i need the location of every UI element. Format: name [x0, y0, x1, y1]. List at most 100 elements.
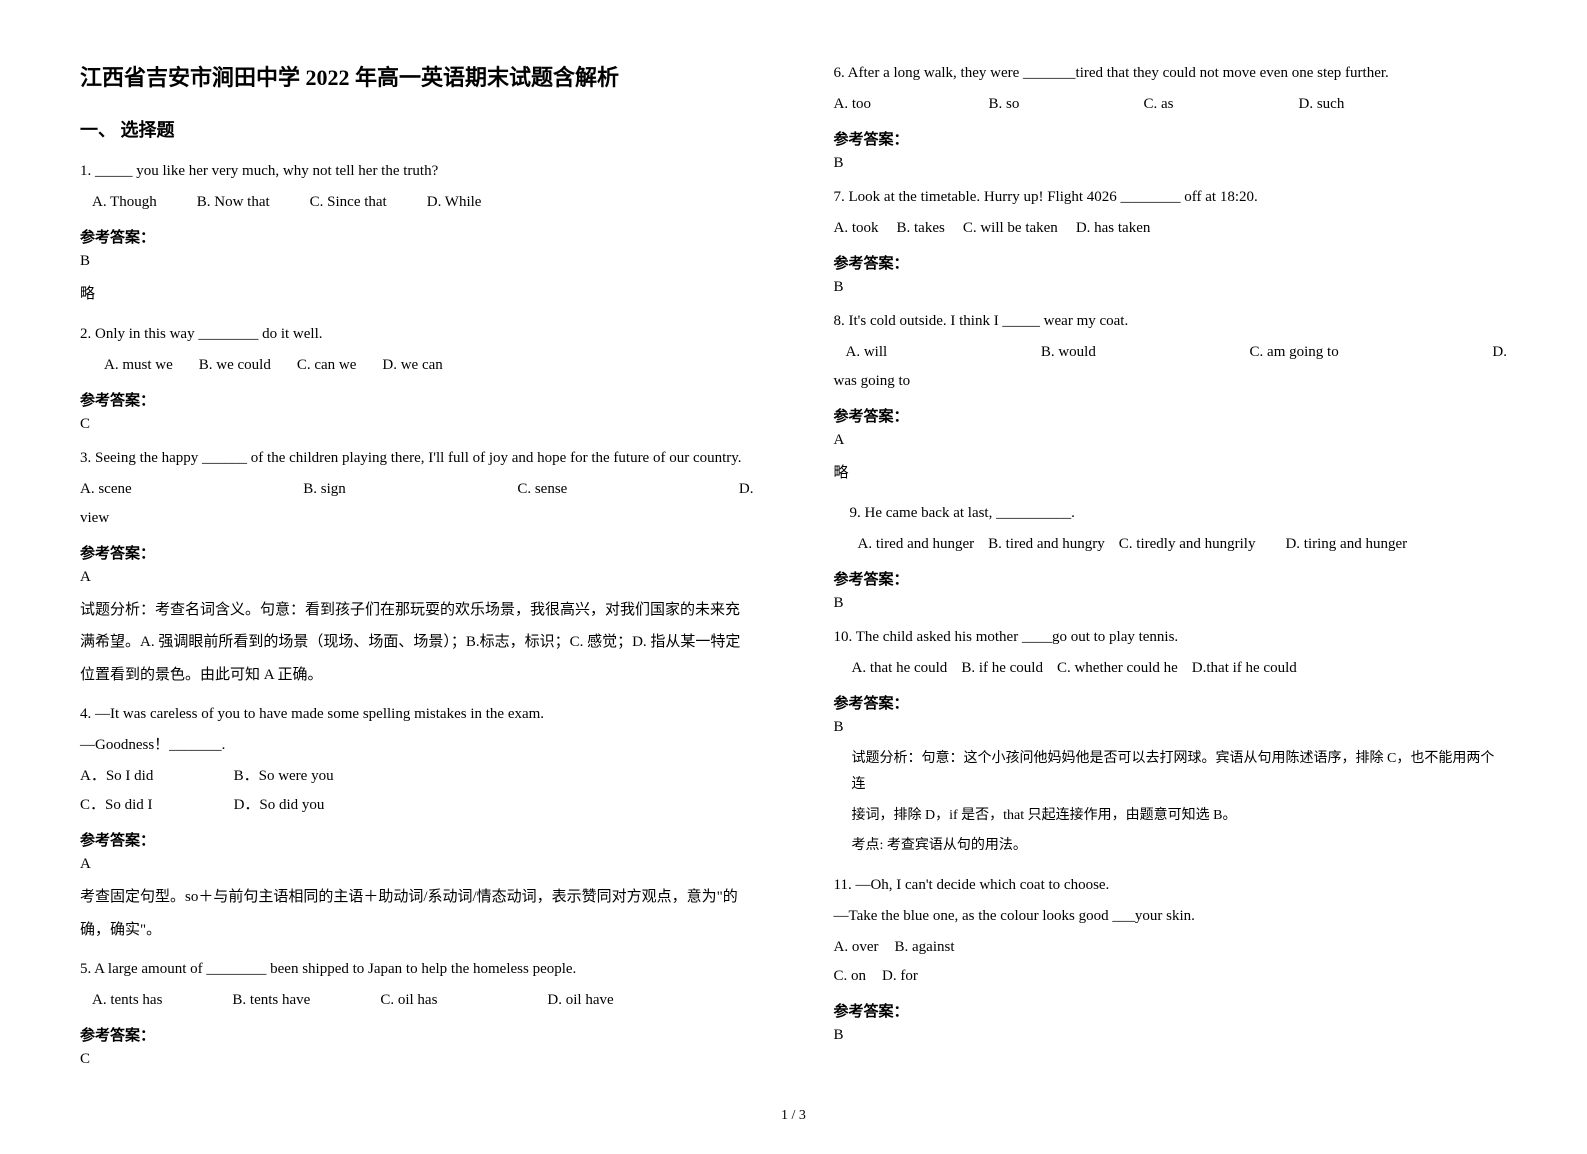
- q11-opt-c: C. on: [834, 963, 867, 990]
- q4-options-1: A．So I did B．So were you: [80, 763, 400, 790]
- q5-stem: 5. A large amount of ________ been shipp…: [80, 956, 754, 983]
- q7-options: A. took B. takes C. will be taken D. has…: [834, 215, 1508, 242]
- q8-opt-c: C. am going to: [1250, 339, 1339, 366]
- q4-opt-d: D．So did you: [234, 792, 388, 819]
- q10-options: A. that he could B. if he could C. wheth…: [852, 655, 1508, 682]
- q6-options: A. too B. so C. as D. such: [834, 91, 1454, 118]
- q11-options-2: C. on D. for: [834, 963, 1508, 990]
- q3-opt-c: C. sense: [517, 476, 567, 503]
- right-column: 6. After a long walk, they were _______t…: [794, 60, 1508, 1078]
- q6-answer: B: [834, 155, 1508, 172]
- q9-opt-b: B. tired and hungry: [988, 531, 1105, 558]
- q3-opt-d: D.: [739, 476, 754, 503]
- q7-opt-d: D. has taken: [1076, 215, 1151, 242]
- q9-opt-a: A. tired and hunger: [858, 531, 975, 558]
- q4-opt-c: C．So did I: [80, 792, 234, 819]
- q10-note-2: 接词，排除 D，if 是否，that 只起连接作用，由题意可知选 B。: [852, 803, 1508, 830]
- q2-opt-a: A. must we: [104, 352, 173, 379]
- q10-answer: B: [834, 719, 1508, 736]
- q2-answer: C: [80, 416, 754, 433]
- q8-answer: A: [834, 432, 1508, 449]
- q8-ref-label: 参考答案：: [834, 405, 1508, 426]
- q7-opt-b: B. takes: [897, 215, 945, 242]
- q5-ref-label: 参考答案：: [80, 1024, 754, 1045]
- q4-note-1: 考查固定句型。so＋与前句主语相同的主语＋助动词/系动词/情态动词，表示赞同对方…: [80, 883, 754, 912]
- q8-opt-extra: was going to: [834, 368, 1508, 395]
- q1-opt-d: D. While: [427, 189, 482, 216]
- q4-options-2: C．So did I D．So did you: [80, 792, 400, 819]
- q7-ref-label: 参考答案：: [834, 252, 1508, 273]
- q9-ref-label: 参考答案：: [834, 568, 1508, 589]
- q5-opt-d: D. oil have: [547, 987, 613, 1014]
- q11-stem: 11. —Oh, I can't decide which coat to ch…: [834, 872, 1508, 899]
- q9-options: A. tired and hunger B. tired and hungry …: [858, 531, 1508, 558]
- q4-note-2: 确，确实"。: [80, 916, 754, 945]
- q10-opt-c: C. whether could he: [1057, 655, 1178, 682]
- q6-ref-label: 参考答案：: [834, 128, 1508, 149]
- q3-opt-b: B. sign: [303, 476, 346, 503]
- q2-opt-c: C. can we: [297, 352, 357, 379]
- q2-opt-b: B. we could: [199, 352, 271, 379]
- q2-options: A. must we B. we could C. can we D. we c…: [104, 352, 754, 379]
- q4-opt-b: B．So were you: [234, 763, 388, 790]
- q11-ref-label: 参考答案：: [834, 1000, 1508, 1021]
- q2-stem: 2. Only in this way ________ do it well.: [80, 321, 754, 348]
- q11-opt-a: A. over: [834, 934, 879, 961]
- document-title: 江西省吉安市涧田中学 2022 年高一英语期末试题含解析: [80, 60, 754, 92]
- q3-note-3: 位置看到的景色。由此可知 A 正确。: [80, 661, 754, 690]
- q1-ref-label: 参考答案：: [80, 226, 754, 247]
- q6-opt-d: D. such: [1299, 91, 1454, 118]
- q2-opt-d: D. we can: [382, 352, 442, 379]
- q7-answer: B: [834, 279, 1508, 296]
- left-column: 江西省吉安市涧田中学 2022 年高一英语期末试题含解析 一、 选择题 1. _…: [80, 60, 794, 1078]
- q4-stem-2: —Goodness！_______.: [80, 732, 754, 759]
- q11-stem-2: —Take the blue one, as the colour looks …: [834, 903, 1508, 930]
- q1-opt-b: B. Now that: [197, 189, 270, 216]
- q3-opt-extra: view: [80, 505, 754, 532]
- q10-opt-d: D.that if he could: [1192, 655, 1297, 682]
- q9-stem: 9. He came back at last, __________.: [850, 500, 1508, 527]
- q6-opt-a: A. too: [834, 91, 989, 118]
- q10-opt-b: B. if he could: [961, 655, 1043, 682]
- q1-answer: B: [80, 253, 754, 270]
- q3-opt-a: A. scene: [80, 476, 132, 503]
- q8-options: A. will B. would C. am going to D.: [846, 339, 1508, 366]
- q7-opt-a: A. took: [834, 215, 879, 242]
- q8-opt-d: D.: [1492, 339, 1507, 366]
- q1-note: 略: [80, 280, 754, 309]
- q5-opt-b: B. tents have: [232, 987, 310, 1014]
- q9-opt-d: D. tiring and hunger: [1285, 531, 1407, 558]
- q10-stem: 10. The child asked his mother ____go ou…: [834, 624, 1508, 651]
- q5-opt-c: C. oil has: [380, 987, 437, 1014]
- q9-opt-c: C. tiredly and hungrily: [1119, 531, 1256, 558]
- q5-opt-a: A. tents has: [92, 987, 162, 1014]
- q6-stem: 6. After a long walk, they were _______t…: [834, 60, 1508, 87]
- page: 江西省吉安市涧田中学 2022 年高一英语期末试题含解析 一、 选择题 1. _…: [0, 0, 1587, 1098]
- q10-opt-a: A. that he could: [852, 655, 948, 682]
- q4-ref-label: 参考答案：: [80, 829, 754, 850]
- q11-options-1: A. over B. against: [834, 934, 1508, 961]
- q3-ref-label: 参考答案：: [80, 542, 754, 563]
- q8-opt-a: A. will: [846, 339, 888, 366]
- q11-answer: B: [834, 1027, 1508, 1044]
- q9-answer: B: [834, 595, 1508, 612]
- q3-stem: 3. Seeing the happy ______ of the childr…: [80, 445, 754, 472]
- q1-opt-a: A. Though: [92, 189, 157, 216]
- q8-note: 略: [834, 459, 1508, 488]
- section-heading: 一、 选择题: [80, 116, 754, 142]
- q3-answer: A: [80, 569, 754, 586]
- q2-ref-label: 参考答案：: [80, 389, 754, 410]
- q11-opt-b: B. against: [895, 934, 955, 961]
- q4-stem: 4. —It was careless of you to have made …: [80, 701, 754, 728]
- q6-opt-b: B. so: [989, 91, 1144, 118]
- q11-opt-d: D. for: [882, 963, 918, 990]
- q1-opt-c: C. Since that: [310, 189, 387, 216]
- page-footer: 1 / 3: [0, 1098, 1587, 1154]
- q1-stem: 1. _____ you like her very much, why not…: [80, 158, 754, 185]
- q10-note-3: 考点: 考查宾语从句的用法。: [852, 833, 1508, 860]
- q5-answer: C: [80, 1051, 754, 1068]
- q7-opt-c: C. will be taken: [963, 215, 1058, 242]
- q1-options: A. Though B. Now that C. Since that D. W…: [92, 189, 754, 216]
- q3-note-1: 试题分析：考查名词含义。句意：看到孩子们在那玩耍的欢乐场景，我很高兴，对我们国家…: [80, 596, 754, 625]
- q3-note-2: 满希望。A. 强调眼前所看到的场景（现场、场面、场景）；B.标志，标识；C. 感…: [80, 628, 754, 657]
